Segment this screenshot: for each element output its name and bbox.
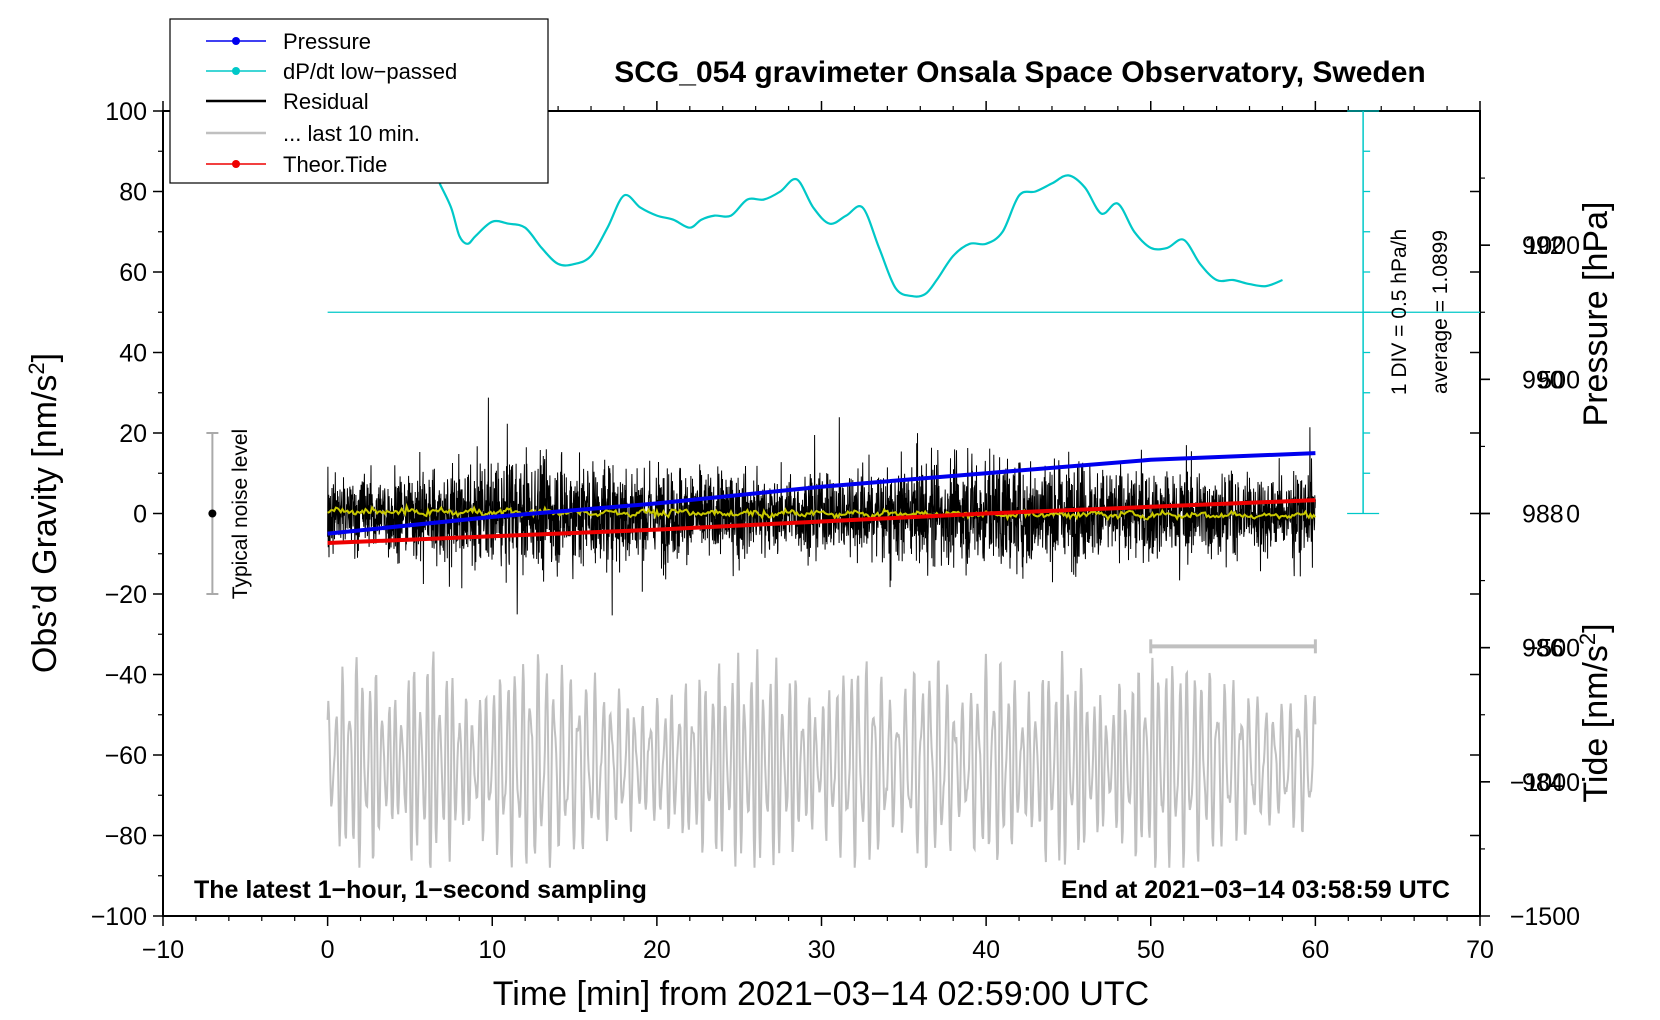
tide-axis-title-sup: 2 xyxy=(1575,633,1600,645)
legend-entry-pressure: Pressure xyxy=(206,29,371,54)
x-tick-label: 50 xyxy=(1137,936,1165,964)
noise-bar-dot xyxy=(208,509,217,518)
legend: Pressure dP/dt low−passed Residual ... l… xyxy=(169,18,549,184)
tide-tick-label: −500 xyxy=(1524,635,1580,663)
noise-level-indicator xyxy=(206,432,219,595)
legend-label-last10: ... last 10 min. xyxy=(283,121,420,146)
left-axis-title-sup: 2 xyxy=(24,362,49,374)
tide-tick-label: 500 xyxy=(1538,366,1580,394)
chart-title: SCG_054 gravimeter Onsala Space Observat… xyxy=(614,56,1426,89)
x-tick-label: 40 xyxy=(972,936,1000,964)
x-tick-label: −10 xyxy=(142,936,184,964)
left-tick-label: 100 xyxy=(105,98,147,126)
left-tick-label: 40 xyxy=(119,340,147,368)
x-tick-label: 60 xyxy=(1301,936,1329,964)
x-tick-label: 70 xyxy=(1466,936,1494,964)
series-layer xyxy=(326,174,1317,868)
legend-entry-residual: Residual xyxy=(206,89,369,114)
legend-label-residual: Residual xyxy=(283,89,369,114)
dpdt-average-label: average = 1.0899 xyxy=(1429,230,1452,394)
left-axis-title: Obs’d Gravity [nm/s2] xyxy=(24,353,65,673)
pressure-axis-ticks: 984 986 988 990 992 xyxy=(1480,177,1564,850)
x-tick-label: 30 xyxy=(808,936,836,964)
x-axis-title: Time [min] from 2021−03−14 02:59:00 UTC xyxy=(493,975,1149,1013)
left-tick-label: 0 xyxy=(133,501,147,529)
left-tick-label: −80 xyxy=(105,823,147,851)
tide-axis-title-main: Tide [nm/s xyxy=(1577,645,1615,802)
tide-residual-line xyxy=(326,649,1317,868)
left-tick-label: 20 xyxy=(119,420,147,448)
legend-entry-tide: Theor.Tide xyxy=(206,152,387,177)
tide-tick-label: −1000 xyxy=(1510,769,1580,797)
tide-tick-label: −1500 xyxy=(1510,903,1580,931)
tide-tick-label: 0 xyxy=(1566,501,1580,529)
left-axis-ticks: −100 −80 −60 −40 −20 0 20 40 60 80 100 xyxy=(91,98,1480,931)
legend-entry-dpdt: dP/dt low−passed xyxy=(206,59,457,84)
x-tick-label: 10 xyxy=(478,936,506,964)
left-axis-title-end: ] xyxy=(26,353,64,362)
left-tick-label: −100 xyxy=(91,903,147,931)
legend-entry-last10: ... last 10 min. xyxy=(206,121,420,146)
pressure-tick-label: 988 xyxy=(1522,501,1564,529)
x-tick-label: 20 xyxy=(643,936,671,964)
annotation-sampling: The latest 1−hour, 1−second sampling xyxy=(194,876,647,904)
pressure-tick-label: 992 xyxy=(1522,232,1564,260)
x-tick-label: 0 xyxy=(321,936,335,964)
left-tick-label: 80 xyxy=(119,179,147,207)
x-axis-ticks: −10 0 10 20 30 40 50 60 70 xyxy=(142,101,1494,964)
tide-axis-title: Tide [nm/s2] xyxy=(1575,623,1616,802)
smoothed-residual-line xyxy=(327,502,1317,522)
dpdt-line xyxy=(438,174,1283,298)
left-tick-label: −40 xyxy=(105,662,147,690)
legend-label-pressure: Pressure xyxy=(283,29,371,54)
pressure-tick-label: 986 xyxy=(1522,635,1564,663)
legend-label-tide: Theor.Tide xyxy=(283,152,387,177)
residual-line xyxy=(327,397,1316,616)
tide-axis-ticks: −1500 −1000 −500 0 500 1000 xyxy=(1480,232,1580,931)
legend-label-dpdt: dP/dt low−passed xyxy=(283,59,457,84)
pressure-tick-label: 984 xyxy=(1522,769,1564,797)
left-tick-label: −20 xyxy=(105,581,147,609)
annotation-end-time: End at 2021−03−14 03:58:59 UTC xyxy=(1061,876,1450,904)
left-tick-label: −60 xyxy=(105,742,147,770)
pressure-line xyxy=(327,451,1316,536)
noise-level-label: Typical noise level xyxy=(229,429,252,599)
tide-tick-label: 1000 xyxy=(1524,232,1580,260)
dpdt-scale-label: 1 DIV = 0.5 hPa/h xyxy=(1388,229,1411,395)
left-tick-label: 60 xyxy=(119,259,147,287)
theoretical-tide-line xyxy=(327,498,1316,545)
pressure-tick-label: 990 xyxy=(1522,366,1564,394)
left-axis-title-main: Obs’d Gravity [nm/s xyxy=(26,375,64,674)
pressure-axis-title: Pressure [hPa] xyxy=(1577,202,1615,427)
dpdt-scale xyxy=(327,110,1480,515)
tide-axis-title-end: ] xyxy=(1577,623,1615,632)
